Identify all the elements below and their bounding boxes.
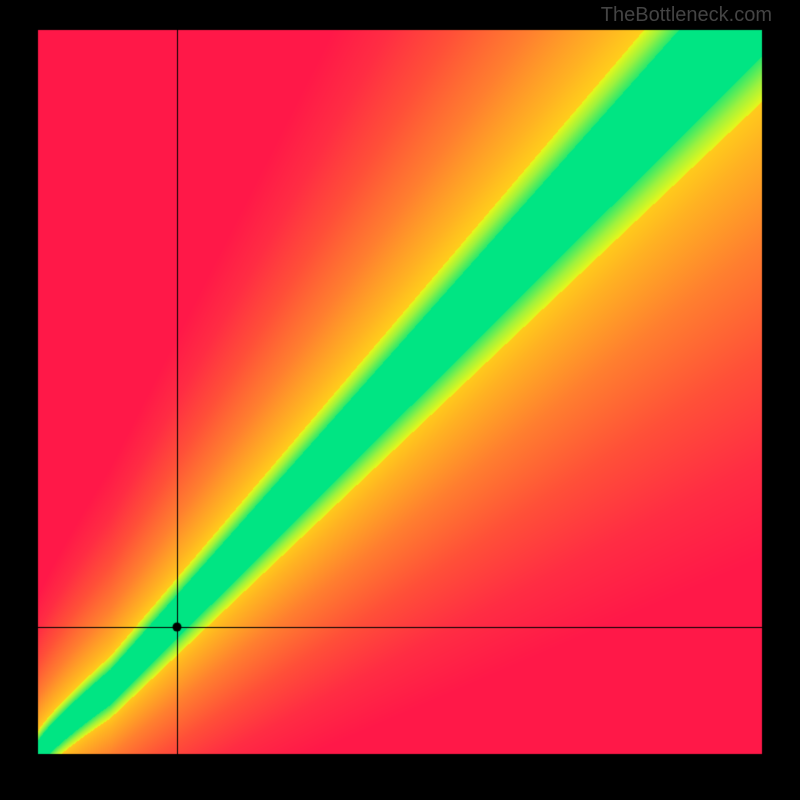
watermark-text: TheBottleneck.com [601,4,772,27]
bottleneck-heatmap [0,0,800,800]
